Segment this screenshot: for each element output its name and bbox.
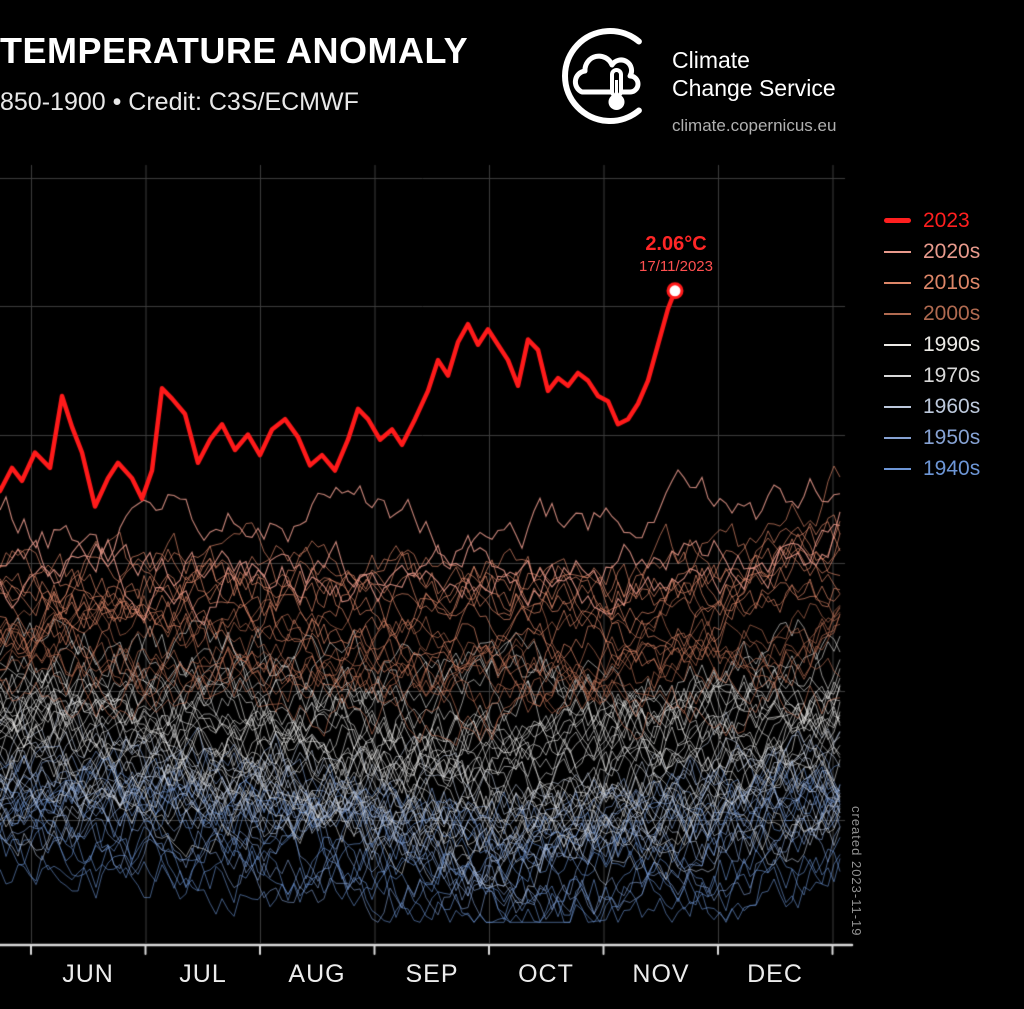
x-tick-label-aug: AUG (288, 960, 346, 988)
legend-item-1950s: 1950s (884, 425, 981, 449)
legend-swatch-2023 (884, 218, 911, 223)
x-tick-label-jul: JUL (179, 960, 227, 988)
legend-swatch-2020s (884, 250, 911, 253)
legend-label-1990s: 1990s (923, 332, 981, 356)
legend-label-2010s: 2010s (923, 270, 981, 294)
legend-item-1970s: 1970s (884, 363, 981, 387)
legend-swatch-1970s (884, 374, 911, 377)
legend-item-2000s: 2000s (884, 301, 981, 325)
x-tick-label-dec: DEC (747, 960, 803, 988)
x-tick-label-sep: SEP (405, 960, 459, 988)
legend-label-1970s: 1970s (923, 363, 981, 387)
x-tick-label-nov: NOV (632, 960, 690, 988)
legend-swatch-1990s (884, 343, 911, 346)
legend-swatch-1960s (884, 405, 911, 408)
legend-item-1960s: 1960s (884, 394, 981, 418)
legend-label-1940s: 1940s (923, 456, 981, 480)
legend-label-2020s: 2020s (923, 239, 981, 263)
peak-annotation: 2.06°C 17/11/2023 (639, 233, 713, 275)
legend-item-2010s: 2010s (884, 270, 981, 294)
x-tick-label-oct: OCT (518, 960, 574, 988)
legend-item-2020s: 2020s (884, 239, 981, 263)
legend-swatch-1950s (884, 436, 911, 439)
legend-swatch-1940s (884, 467, 911, 470)
legend-item-1990s: 1990s (884, 332, 981, 356)
legend-label-2000s: 2000s (923, 301, 981, 325)
chart-legend: 2023 2020s 2010s 2000s 1990s 1970s 1960s… (884, 208, 981, 480)
legend-item-2023: 2023 (884, 208, 980, 232)
legend-item-1940s: 1940s (884, 456, 981, 480)
legend-label-1950s: 1950s (923, 425, 981, 449)
legend-swatch-2010s (884, 281, 911, 284)
created-date-label: created 2023-11-19 (849, 806, 864, 937)
legend-swatch-2000s (884, 312, 911, 315)
legend-label-1960s: 1960s (923, 394, 981, 418)
annotation-peak-date: 17/11/2023 (639, 258, 713, 275)
x-tick-label-jun: JUN (62, 960, 114, 988)
legend-label-2023: 2023 (923, 208, 970, 232)
annotation-peak-value: 2.06°C (645, 233, 707, 255)
